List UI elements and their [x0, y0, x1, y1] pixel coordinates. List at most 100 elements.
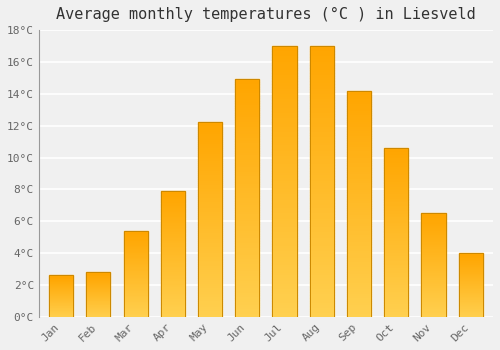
Bar	[160, 284, 185, 285]
Bar	[124, 283, 148, 284]
Bar	[272, 81, 296, 84]
Bar	[86, 276, 110, 277]
Bar	[384, 283, 408, 285]
Bar	[198, 286, 222, 288]
Bar	[272, 154, 296, 157]
Bar	[310, 152, 334, 154]
Bar	[347, 253, 371, 256]
Bar	[458, 275, 483, 276]
Bar	[384, 280, 408, 281]
Bar	[124, 243, 148, 244]
Bar	[458, 253, 483, 254]
Bar	[347, 251, 371, 253]
Bar	[86, 285, 110, 286]
Bar	[384, 212, 408, 214]
Bar	[272, 162, 296, 165]
Bar	[235, 243, 260, 246]
Bar	[49, 309, 73, 310]
Bar	[124, 257, 148, 258]
Bar	[458, 283, 483, 284]
Bar	[422, 306, 446, 307]
Bar	[272, 276, 296, 279]
Bar	[384, 236, 408, 237]
Bar	[124, 277, 148, 278]
Bar	[160, 280, 185, 281]
Bar	[347, 287, 371, 290]
Bar	[347, 229, 371, 231]
Bar	[458, 255, 483, 256]
Bar	[422, 230, 446, 231]
Bar	[272, 141, 296, 144]
Bar	[272, 214, 296, 217]
Bar	[422, 288, 446, 289]
Bar	[198, 185, 222, 187]
Bar	[347, 163, 371, 165]
Bar	[235, 291, 260, 293]
Bar	[124, 302, 148, 303]
Bar	[347, 315, 371, 317]
Bar	[160, 292, 185, 293]
Bar	[235, 250, 260, 253]
Bar	[310, 236, 334, 238]
Bar	[422, 292, 446, 293]
Bar	[272, 92, 296, 95]
Bar	[235, 229, 260, 231]
Bar	[422, 283, 446, 284]
Bar	[384, 315, 408, 317]
Bar	[272, 200, 296, 203]
Bar	[347, 213, 371, 215]
Bar	[235, 191, 260, 194]
Bar	[198, 175, 222, 177]
Bar	[235, 115, 260, 118]
Bar	[422, 252, 446, 253]
Bar	[49, 299, 73, 300]
Bar	[235, 281, 260, 284]
Bar	[458, 301, 483, 302]
Bar	[49, 316, 73, 317]
Bar	[347, 204, 371, 206]
Bar	[198, 298, 222, 299]
Bar	[422, 275, 446, 276]
Bar	[310, 209, 334, 211]
Bar	[124, 245, 148, 246]
Bar	[198, 270, 222, 272]
Bar	[458, 293, 483, 294]
Bar	[235, 238, 260, 241]
Bar	[272, 89, 296, 92]
Bar	[310, 268, 334, 271]
Bar	[198, 260, 222, 262]
Bar	[347, 138, 371, 140]
Bar	[458, 277, 483, 278]
Bar	[198, 295, 222, 298]
Bar	[272, 295, 296, 298]
Bar	[160, 306, 185, 307]
Bar	[86, 292, 110, 293]
Bar	[235, 258, 260, 260]
Bar	[124, 253, 148, 254]
Bar	[198, 155, 222, 158]
Bar	[422, 314, 446, 315]
Bar	[310, 154, 334, 157]
Bar	[86, 312, 110, 313]
Bar	[160, 261, 185, 263]
Bar	[458, 305, 483, 306]
Bar	[458, 253, 483, 317]
Bar	[272, 152, 296, 154]
Bar	[49, 280, 73, 281]
Bar	[198, 231, 222, 233]
Bar	[384, 253, 408, 254]
Bar	[384, 209, 408, 210]
Bar	[235, 217, 260, 219]
Bar	[198, 218, 222, 220]
Bar	[272, 168, 296, 170]
Bar	[458, 256, 483, 257]
Bar	[347, 127, 371, 129]
Bar	[124, 313, 148, 314]
Bar	[160, 241, 185, 243]
Bar	[458, 302, 483, 303]
Bar	[422, 236, 446, 237]
Bar	[86, 274, 110, 275]
Bar	[235, 153, 260, 155]
Bar	[272, 230, 296, 233]
Bar	[272, 236, 296, 238]
